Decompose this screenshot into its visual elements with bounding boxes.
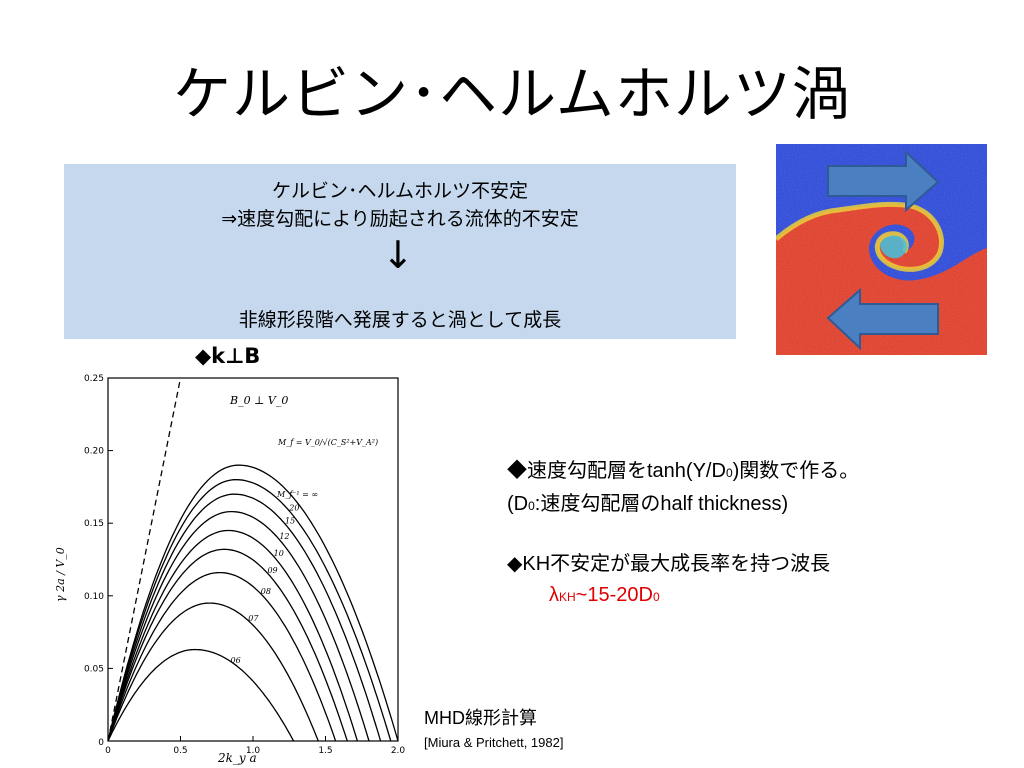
growth-curve-8: [107, 648, 295, 742]
growth-curve-2: [107, 493, 382, 742]
slide-title: ケルビン･ヘルムホルツ渦: [173, 60, 851, 128]
lambda-symbol: λ: [549, 584, 559, 606]
wavelength-value: ~15-20D: [575, 584, 653, 606]
bullet-1-text: ◆速度勾配層をtanh(Y/D: [507, 460, 726, 482]
bullet-max-growth: ◆KH不安定が最大成長率を持つ波長: [507, 553, 831, 575]
right-arrow-icon: [827, 149, 940, 213]
box-line-1: ケルビン･ヘルムホルツ不安定: [271, 180, 529, 202]
x-tick-label: 1.5: [318, 746, 332, 756]
growth-rate-plot: 0 0.5 1.0 1.5 2.0 0.05 0.10 0.15 0.20 0.25 0 20 15 12…: [56, 374, 406, 765]
down-arrow-icon: ↓: [382, 233, 414, 277]
citation-reference: [Miura & Pritchett, 1982]: [424, 735, 564, 750]
curve-label: 06: [231, 656, 241, 665]
y-tick-label: 0.20: [84, 447, 104, 457]
y-tick-label: 0.10: [84, 592, 104, 602]
curve-label: 12: [279, 532, 289, 541]
bullet-1-subscript: 0: [725, 466, 733, 480]
left-arrow-icon: [826, 287, 939, 351]
y-axis-label: γ 2a / V_0: [56, 547, 67, 602]
citation: MHD線形計算 [Miura & Pritchett, 1982]: [424, 704, 563, 750]
y-tick-label: 0.05: [84, 664, 104, 674]
y-tick-label: 0.15: [84, 519, 104, 529]
bullet-list: ◆速度勾配層をtanh(Y/D0)関数で作る。 (D0:速度勾配層のhalf t…: [507, 456, 859, 613]
growth-curve-1: [107, 479, 392, 742]
curve-label: 10: [274, 549, 284, 558]
growth-curve-5: [107, 548, 348, 742]
growth-curve-3: [107, 510, 370, 742]
growth-curve-7: [107, 602, 319, 742]
wavelength-subscript: 0: [652, 590, 660, 604]
curve-label: 20: [288, 503, 299, 512]
y-tick-label: 0.25: [84, 374, 104, 384]
origin-label: 0: [98, 738, 104, 748]
annotation-mf-definition: M_f = V_0/√(C_S²+V_A²): [277, 438, 378, 447]
lambda-subscript: KH: [559, 590, 576, 604]
annotation-b0-perp-v0: B_0 ⊥ V_0: [229, 394, 288, 407]
curve-label: 08: [261, 587, 271, 596]
citation-title: MHD線形計算: [424, 708, 537, 728]
bullet-half-thickness: (D0:速度勾配層のhalf thickness): [507, 489, 859, 522]
curve-label: 07: [248, 614, 259, 623]
definition-box: ケルビン･ヘルムホルツ不安定 ⇒速度勾配により励起される流体的不安定 ↓ 非線形…: [64, 164, 736, 339]
x-tick-label: 0.5: [173, 746, 187, 756]
bullet-2-subscript: 0: [528, 499, 535, 513]
bullet-wavelength: λKH~15-20D0: [507, 580, 859, 613]
kh-vortex-image: [776, 144, 987, 355]
box-line-2: ⇒速度勾配により励起される流体的不安定: [221, 208, 579, 230]
box-line-3: 非線形段階へ発展すると渦として成長: [238, 309, 562, 331]
x-tick-label: 0: [105, 746, 111, 756]
x-axis-label: 2k_y a: [217, 751, 257, 765]
curve-label: 15: [285, 516, 295, 525]
x-tick-label: 1.0: [246, 746, 261, 756]
x-tick-label: 2.0: [391, 746, 406, 756]
bullet-velocity-layer: ◆速度勾配層をtanh(Y/D0)関数で作る。: [507, 456, 859, 489]
bullet-2-end: :速度勾配層のhalf thickness): [534, 493, 789, 515]
growth-curve-0: [107, 464, 399, 742]
bullet-2-start: (D: [507, 493, 529, 515]
curve-label: 09: [267, 566, 277, 575]
growth-curve-6: [107, 571, 337, 742]
figure-label: ◆k⊥B: [195, 344, 261, 368]
growth-curve-4: [107, 529, 359, 742]
bullet-1-end: )関数で作る。: [732, 460, 860, 482]
annotation-mf-infinity: M_f⁻¹ = ∞: [276, 490, 318, 499]
dashed-reference-line: [107, 377, 182, 742]
